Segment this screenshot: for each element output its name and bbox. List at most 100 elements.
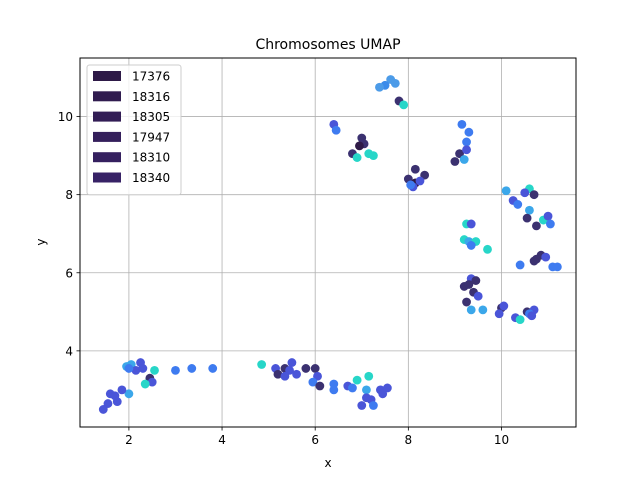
chart-title: Chromosomes UMAP [255,37,400,53]
data-point [415,176,425,186]
data-point [466,219,476,229]
data-point [131,365,141,375]
data-point [352,375,362,385]
data-point [466,305,476,315]
data-point [112,397,122,407]
data-point [280,371,290,381]
y-axis-label: y [34,238,48,245]
data-point [406,180,416,190]
data-point [515,315,525,325]
data-point [362,385,371,395]
x-tick-label: 6 [311,433,319,447]
data-point [292,369,301,379]
data-point [494,309,504,319]
data-point [315,381,325,391]
data-point [390,78,400,88]
data-point [357,401,367,410]
data-point [462,297,471,307]
x-tick-label: 10 [494,433,509,447]
legend-label: 18305 [132,110,170,124]
x-axis-label: x [324,456,331,470]
legend-label: 18316 [132,90,170,104]
data-point [117,385,127,395]
legend-label: 18340 [132,171,170,185]
data-point [462,137,471,147]
x-tick-label: 4 [218,433,226,447]
scatter-points [98,75,562,414]
data-point [455,149,464,159]
data-point [98,405,108,414]
data-point [285,365,294,375]
y-tick-label: 8 [65,188,73,202]
data-point [464,127,474,137]
data-point [459,155,469,164]
data-point [515,260,525,270]
legend-swatch [93,91,121,102]
data-point [483,244,492,254]
data-point [464,280,474,289]
data-point [529,190,539,200]
y-tick-label: 6 [65,266,73,280]
data-point [329,385,339,395]
y-tick-label: 10 [58,110,73,124]
data-point [522,213,532,223]
data-point [147,377,157,387]
data-point [541,252,551,262]
data-point [257,360,267,369]
data-point [187,364,197,373]
legend-label: 17376 [132,70,170,84]
data-point [124,364,134,373]
data-point [513,200,523,209]
data-point [410,164,420,174]
data-point [287,358,297,367]
data-point [355,141,364,151]
data-point [545,219,555,229]
data-point [543,211,553,221]
data-point [208,364,218,373]
data-point [478,305,488,315]
data-point [499,301,509,311]
data-point [171,365,180,375]
data-point [348,383,357,393]
data-point [369,401,378,410]
y-tick-label: 4 [65,344,73,358]
legend-swatch [93,111,121,122]
data-point [103,399,113,408]
data-point [462,145,471,155]
data-point [140,379,150,389]
data-point [352,153,362,162]
data-point [331,125,341,135]
data-point [501,186,511,196]
data-point [532,221,541,231]
legend-swatch [93,172,121,183]
legend-swatch [93,71,121,81]
data-point [520,188,530,198]
legend: 17376 18316 18305 17947 18310 18340 [86,64,182,196]
data-point [310,364,320,373]
data-point [150,365,159,375]
legend-swatch [93,131,121,142]
data-point [473,291,483,301]
data-point [378,389,388,399]
data-point [399,100,409,110]
data-point [525,205,534,215]
data-point [375,82,384,92]
legend-label: 18310 [132,151,170,165]
data-point [301,364,311,373]
data-point [273,369,283,379]
axis-ticks: 2 4 6 8 10 4 6 8 10 [58,110,509,447]
data-point [457,119,467,129]
legend-swatch [93,152,121,163]
data-point [527,311,537,321]
data-point [138,364,148,373]
x-tick-label: 8 [405,433,413,447]
data-point [313,371,322,381]
data-point [529,256,539,266]
data-point [466,241,476,250]
data-point [471,276,481,285]
data-point [552,262,562,272]
data-point [382,383,392,393]
data-point [308,377,318,387]
data-point [450,157,460,166]
